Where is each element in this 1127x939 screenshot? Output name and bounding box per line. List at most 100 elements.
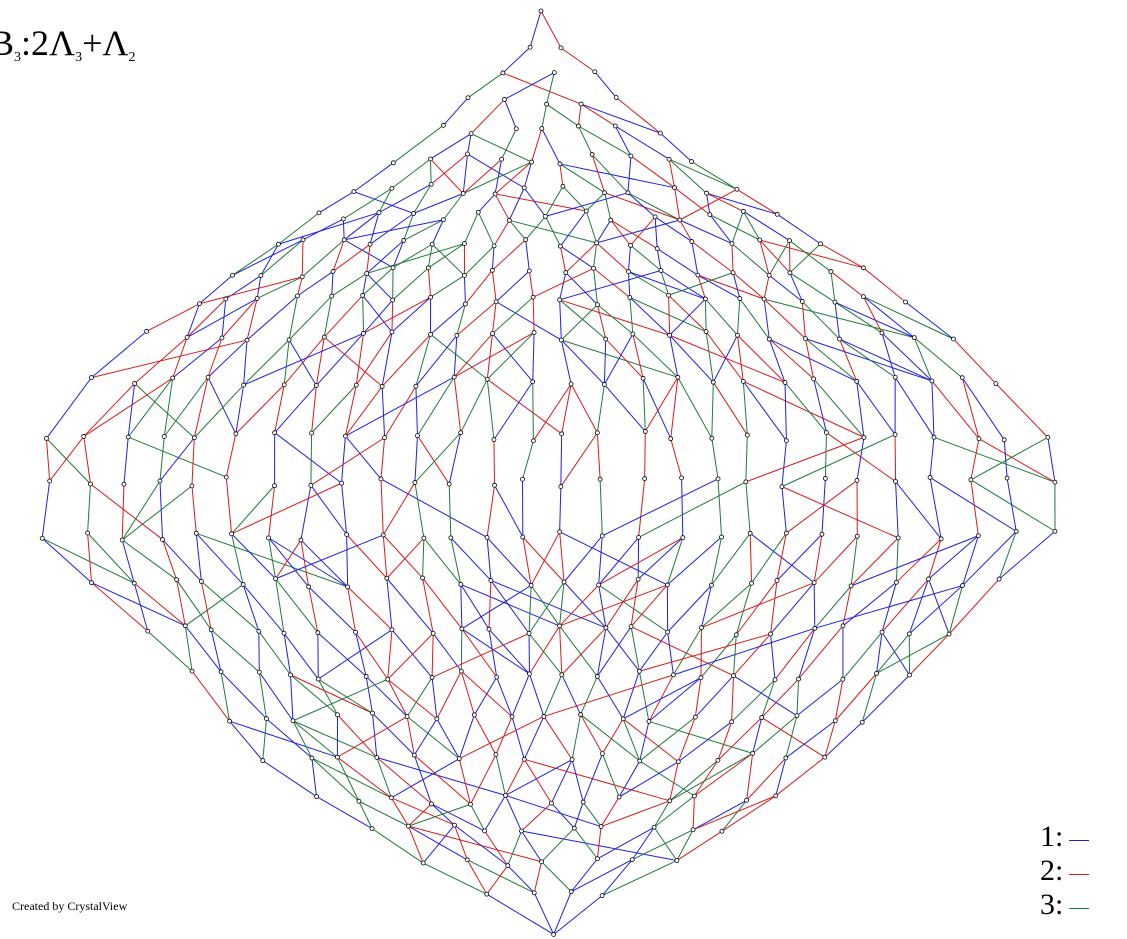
- crystal-edge: [422, 862, 487, 895]
- crystal-edge: [629, 297, 707, 333]
- crystal-edge: [337, 756, 392, 799]
- crystal-edge: [344, 386, 383, 437]
- crystal-node: [306, 584, 312, 590]
- crystal-node: [642, 429, 648, 434]
- crystal-node: [411, 210, 417, 216]
- crystal-node: [272, 430, 278, 436]
- crystal-node: [759, 715, 765, 720]
- crystal-edge: [283, 339, 290, 385]
- crystal-edge: [759, 239, 791, 274]
- crystal-edge: [311, 757, 360, 802]
- crystal-node: [316, 210, 322, 216]
- crystal-edge: [759, 239, 770, 276]
- crystal-node: [229, 531, 234, 537]
- crystal-node: [388, 795, 394, 801]
- crystal-edge: [331, 271, 334, 297]
- crystal-edge: [656, 248, 662, 271]
- crystal-node: [926, 576, 931, 582]
- crystal-edge: [559, 270, 662, 301]
- crystal-edge: [580, 103, 616, 127]
- crystal-edge: [541, 128, 561, 165]
- crystal-node: [715, 476, 721, 482]
- legend-label-1: 1:: [1040, 820, 1064, 853]
- crystal-edge: [706, 192, 744, 212]
- crystal-node: [378, 476, 384, 482]
- crystal-node: [1004, 475, 1010, 481]
- crystal-node: [412, 480, 418, 485]
- crystal-node: [125, 434, 131, 440]
- crystal-edge: [528, 270, 534, 298]
- crystal-edge: [427, 244, 433, 268]
- crystal-node: [591, 265, 596, 271]
- crystal-edge: [246, 295, 298, 341]
- crystal-node: [446, 481, 452, 487]
- crystal-edge: [705, 331, 714, 383]
- crystal-edge: [668, 159, 676, 188]
- crystal-edges: [41, 10, 1056, 935]
- crystal-edge: [970, 479, 1056, 532]
- crystal-edge: [530, 531, 561, 586]
- crystal-edge: [895, 481, 942, 540]
- crystal-node: [822, 476, 828, 481]
- crystal-node: [628, 624, 634, 630]
- crystal-edge: [380, 478, 384, 536]
- crystal-edge: [262, 718, 267, 761]
- crystal-edge: [700, 585, 712, 628]
- crystal-edge: [618, 761, 679, 798]
- crystal-node: [589, 152, 595, 157]
- crystal-edge: [448, 484, 452, 538]
- crystal-node: [452, 822, 457, 828]
- crystal-edge: [644, 377, 679, 432]
- crystal-node: [484, 891, 490, 897]
- crystal-edge: [559, 625, 563, 675]
- crystal-edge: [231, 533, 276, 580]
- crystal-edge: [631, 826, 655, 860]
- crystal-edge: [560, 245, 594, 269]
- crystal-edge: [199, 276, 303, 305]
- crystal-edge: [559, 163, 605, 194]
- crystal-node: [502, 97, 507, 102]
- crystal-edge: [654, 216, 693, 242]
- crystal-node: [689, 239, 695, 244]
- crystal-edge: [962, 535, 979, 586]
- crystal-edge: [856, 437, 865, 481]
- crystal-edge: [596, 242, 629, 272]
- crystal-edge: [343, 187, 393, 220]
- crystal-edge: [459, 716, 545, 760]
- crystal-edge: [627, 192, 656, 218]
- crystal-edge: [381, 386, 386, 438]
- crystal-edge: [743, 380, 865, 438]
- crystal-edge: [667, 631, 674, 675]
- crystal-node: [335, 754, 340, 760]
- crystal-edge: [736, 298, 741, 336]
- crystal-edge: [770, 582, 815, 635]
- crystal-edge: [669, 759, 719, 802]
- title-prefix-sub: 3: [14, 50, 22, 65]
- crystal-node: [680, 535, 686, 541]
- crystal-edge: [407, 825, 424, 864]
- crystal-node: [672, 185, 677, 191]
- crystal-edge: [961, 377, 980, 439]
- crystal-node: [451, 374, 457, 380]
- crystal-edge: [731, 243, 734, 273]
- crystal-edge: [745, 435, 748, 482]
- crystal-edge: [630, 579, 639, 627]
- crystal-edge: [372, 712, 415, 756]
- crystal-node: [603, 625, 609, 631]
- crystal-node: [379, 384, 385, 389]
- crystal-node: [329, 293, 335, 299]
- crystal-edge: [347, 586, 357, 633]
- crystal-edge: [648, 674, 674, 722]
- crystal-edge: [310, 433, 313, 486]
- crystal-edge: [614, 125, 632, 157]
- crystal-node: [594, 430, 600, 436]
- crystal-edge: [463, 161, 532, 194]
- crystal-edge: [839, 338, 858, 382]
- crystal-node: [521, 756, 527, 762]
- crystal-node: [854, 533, 860, 539]
- crystal-edge: [543, 674, 563, 717]
- crystal-edge: [523, 187, 546, 217]
- crystal-edge: [559, 531, 668, 586]
- crystal-node: [558, 337, 564, 343]
- crystal-edge: [365, 676, 373, 714]
